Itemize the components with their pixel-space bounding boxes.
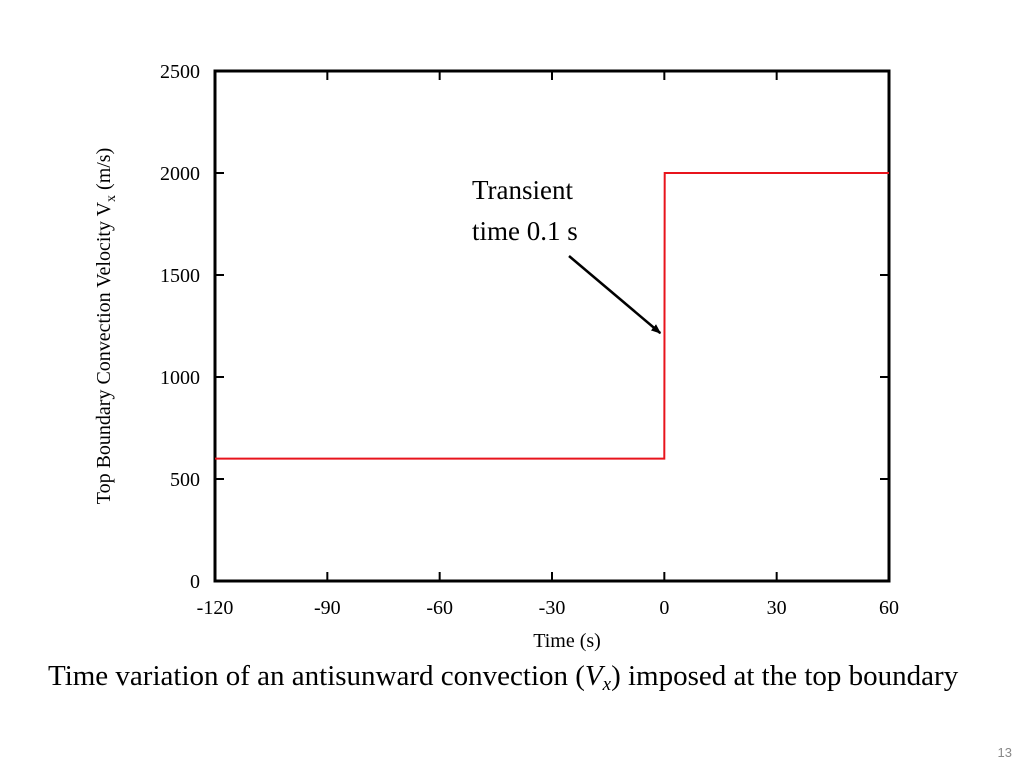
x-tick-label: 30 bbox=[767, 597, 787, 619]
chart: -120 -90 -60 -30 0 30 60 05001000150020002500 … bbox=[93, 61, 899, 652]
y-tick-label: 2500 bbox=[160, 61, 200, 83]
y-tick-label: 0 bbox=[190, 571, 200, 593]
figure-caption: Time variation of an antisunward convect… bbox=[48, 658, 978, 694]
x-tick-labels: -120 -90 -60 -30 0 30 60 bbox=[197, 597, 899, 619]
annotation: Transient time 0.1 s bbox=[472, 175, 662, 335]
x-tick-label: -90 bbox=[314, 597, 341, 619]
y-axis-label-prefix: Top Boundary Convection Velocity V bbox=[93, 201, 115, 504]
y-tick-label: 1500 bbox=[160, 265, 200, 287]
y-axis-label-subscript: x bbox=[104, 195, 119, 202]
x-tick-label: 0 bbox=[659, 597, 669, 619]
y-axis-label: Top Boundary Convection Velocity Vx (m/s… bbox=[93, 148, 119, 505]
slide-number: 13 bbox=[997, 745, 1012, 760]
y-axis-label-suffix: (m/s) bbox=[93, 148, 115, 195]
y-tick-label: 2000 bbox=[160, 163, 200, 185]
annotation-arrow bbox=[568, 255, 662, 335]
x-tick-label: -120 bbox=[197, 597, 234, 619]
annotation-line-2: time 0.1 s bbox=[472, 216, 578, 246]
x-tick-label: -30 bbox=[539, 597, 566, 619]
x-axis-label: Time (s) bbox=[533, 630, 601, 652]
x-tick-label: 60 bbox=[879, 597, 899, 619]
caption-after: ) imposed at the top boundary bbox=[611, 660, 959, 692]
y-tick-label: 1000 bbox=[160, 367, 200, 389]
caption-variable: V bbox=[584, 660, 603, 692]
plot-frame bbox=[213, 69, 891, 583]
series-group bbox=[215, 172, 889, 460]
caption-subscript-var: x bbox=[602, 674, 612, 695]
axis-ticks bbox=[214, 70, 890, 582]
series-line bbox=[215, 172, 889, 460]
y-tick-label: 500 bbox=[170, 469, 200, 491]
x-tick-label: -60 bbox=[426, 597, 453, 619]
caption-subscript: x bbox=[603, 674, 611, 695]
caption-before: Time variation of an antisunward convect… bbox=[48, 660, 585, 692]
annotation-line-1: Transient bbox=[472, 175, 574, 205]
y-tick-labels: 0 500 1000 1500 2000 2500 bbox=[160, 61, 200, 593]
